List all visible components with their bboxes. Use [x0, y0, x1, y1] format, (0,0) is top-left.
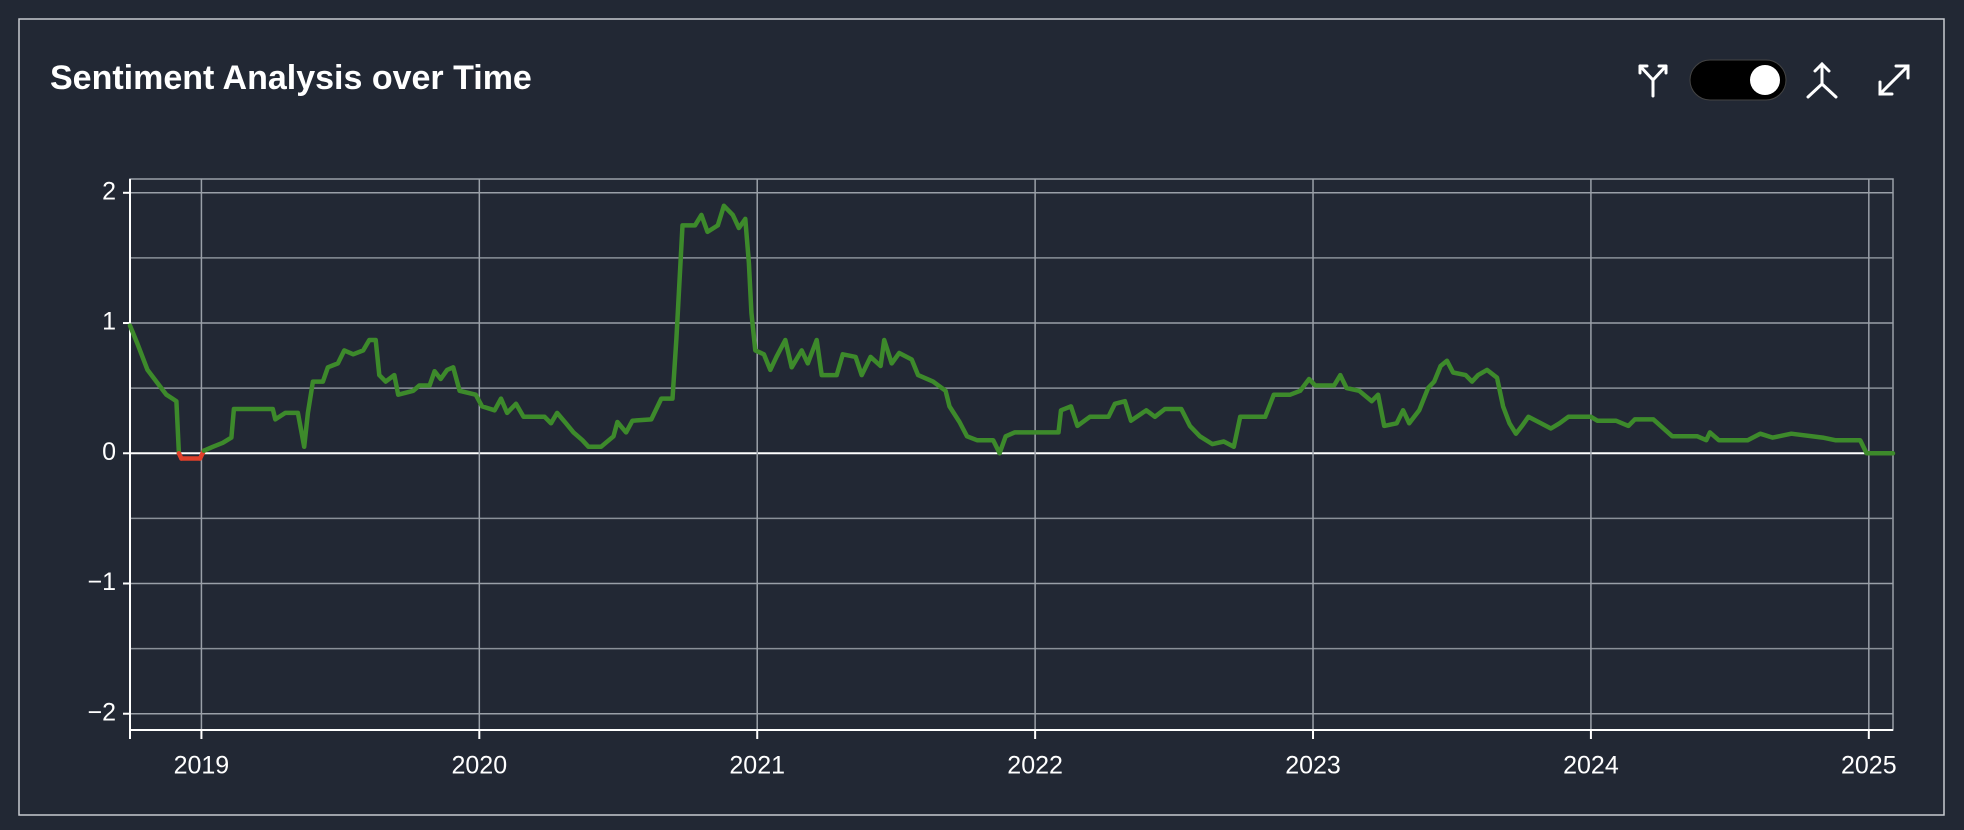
- y-tick-label: 2: [102, 177, 116, 205]
- fork-icon: [1638, 64, 1668, 98]
- chart-title: Sentiment Analysis over Time: [50, 59, 532, 97]
- fork-button[interactable]: [1638, 64, 1668, 98]
- x-tick-label: 2020: [452, 752, 508, 780]
- x-tick-label: 2021: [729, 752, 785, 780]
- x-tick-label: 2019: [174, 752, 230, 780]
- sentiment-line: [201, 203, 1896, 456]
- sentiment-line: [127, 323, 182, 456]
- merge-icon: [1806, 61, 1838, 99]
- merge-button[interactable]: [1806, 61, 1838, 99]
- y-tick-label: 1: [102, 308, 116, 336]
- y-tick-label: 0: [102, 438, 116, 466]
- x-tick-label: 2025: [1841, 752, 1897, 780]
- x-tick-label: 2022: [1007, 752, 1063, 780]
- expand-icon: [1878, 64, 1910, 96]
- y-tick-label: −1: [87, 568, 116, 596]
- y-tick-label: −2: [87, 698, 116, 726]
- expand-button[interactable]: [1878, 64, 1910, 96]
- toggle-switch[interactable]: [1689, 59, 1787, 101]
- panel-border: [18, 18, 1945, 816]
- toggle-knob: [1750, 65, 1780, 95]
- x-tick-label: 2023: [1285, 752, 1341, 780]
- x-tick-label: 2024: [1563, 752, 1619, 780]
